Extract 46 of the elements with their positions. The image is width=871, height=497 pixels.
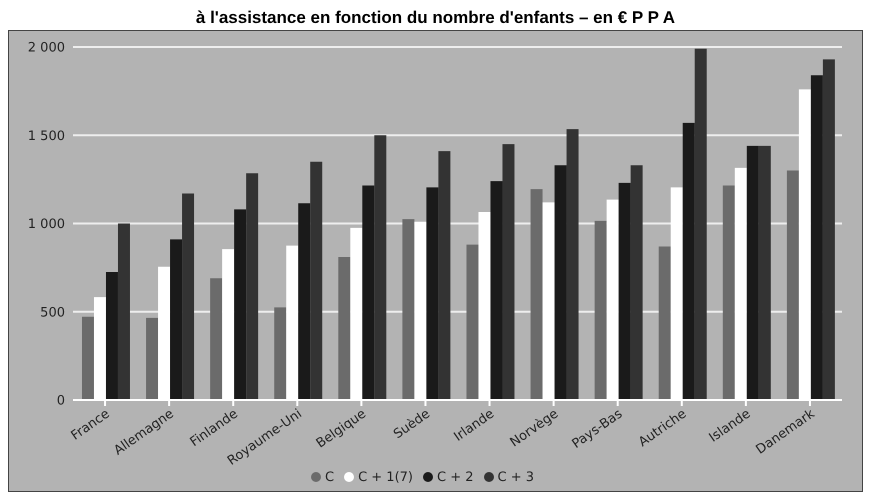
bar bbox=[530, 189, 543, 400]
y-tick-label: 1 000 bbox=[28, 217, 65, 232]
bar bbox=[566, 129, 579, 400]
bar bbox=[466, 244, 478, 400]
y-tick-label: 1 500 bbox=[28, 128, 65, 144]
legend-label: C bbox=[324, 470, 334, 485]
bar bbox=[658, 246, 671, 400]
bar bbox=[146, 318, 158, 400]
y-tick-label: 2 000 bbox=[28, 40, 65, 56]
bar bbox=[310, 162, 322, 400]
bar bbox=[210, 278, 222, 400]
bar bbox=[274, 307, 286, 400]
bar bbox=[722, 186, 735, 400]
bar bbox=[426, 187, 438, 400]
bar bbox=[682, 122, 695, 400]
chart-title: à l'assistance en fonction du nombre d'enfants – en € P P A bbox=[194, 8, 676, 29]
bar bbox=[118, 224, 130, 400]
bar bbox=[822, 59, 835, 400]
bar bbox=[234, 209, 246, 400]
bar bbox=[746, 146, 759, 400]
bar bbox=[502, 144, 514, 400]
bar bbox=[106, 272, 118, 400]
bar bbox=[82, 316, 94, 400]
bar bbox=[298, 203, 310, 400]
bar bbox=[490, 181, 502, 400]
legend-label: C + 2 bbox=[436, 470, 474, 485]
bar bbox=[374, 135, 386, 400]
legend-label: C + 1(7) bbox=[358, 470, 413, 485]
bar bbox=[594, 220, 607, 400]
bar bbox=[402, 219, 414, 400]
y-tick-label: 500 bbox=[40, 305, 65, 320]
bar bbox=[170, 239, 182, 400]
bar bbox=[758, 146, 771, 400]
y-tick-label: 0 bbox=[56, 394, 65, 409]
bar bbox=[554, 165, 567, 400]
bar bbox=[438, 151, 450, 400]
bar bbox=[630, 165, 643, 400]
bar bbox=[618, 182, 631, 400]
bar bbox=[694, 48, 707, 400]
bar bbox=[338, 257, 350, 400]
bar bbox=[362, 186, 374, 400]
bar bbox=[246, 173, 258, 400]
bar bbox=[182, 193, 194, 400]
bar bbox=[786, 170, 799, 400]
legend-label: C + 3 bbox=[498, 470, 534, 485]
bar bbox=[810, 75, 823, 400]
